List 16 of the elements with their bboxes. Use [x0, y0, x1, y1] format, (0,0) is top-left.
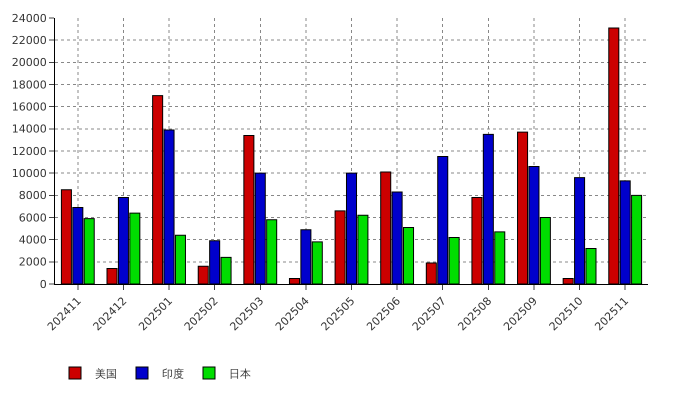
legend-label: 美国	[95, 367, 117, 380]
y-tick-label: 10000	[12, 167, 47, 180]
y-tick-label: 12000	[12, 144, 47, 158]
y-tick-label: 18000	[12, 78, 47, 92]
y-tick-label: 14000	[12, 122, 47, 136]
y-tick-label: 0	[40, 278, 47, 291]
y-tick-label: 8000	[18, 189, 47, 202]
legend-label: 日本	[229, 367, 251, 380]
y-tick-label: 22000	[12, 34, 47, 48]
y-tick-label: 6000	[18, 211, 47, 224]
y-tick-label: 20000	[12, 56, 47, 70]
y-tick-label: 4000	[18, 234, 47, 247]
legend-label: 印度	[162, 367, 184, 380]
y-tick-label: 24000	[12, 12, 47, 25]
y-tick-label: 2000	[18, 256, 47, 269]
y-tick-label: 16000	[12, 100, 47, 114]
